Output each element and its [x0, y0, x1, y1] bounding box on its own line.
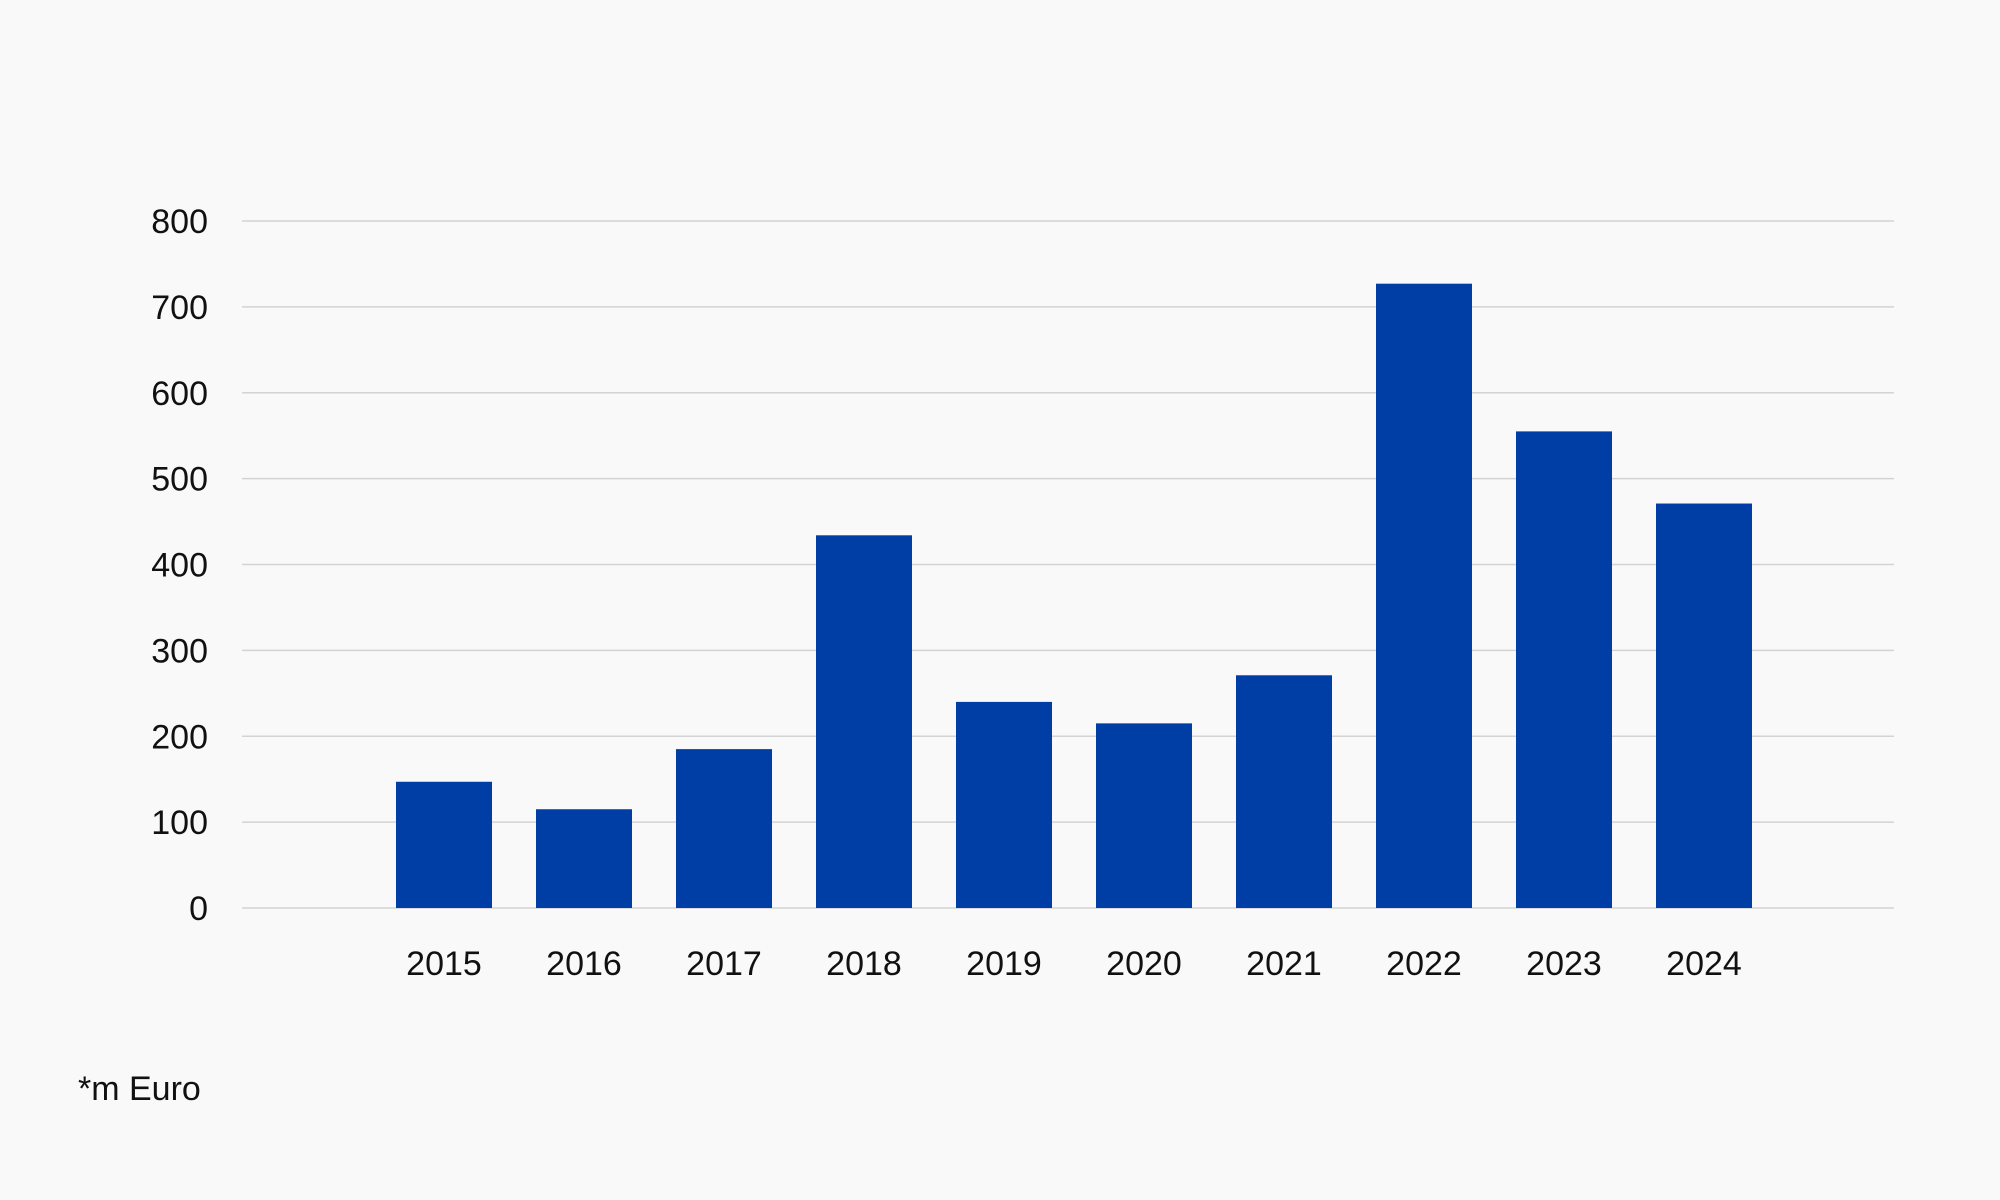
bar-2024	[1656, 503, 1752, 908]
y-tick-label: 700	[151, 289, 208, 327]
bar-2016	[536, 809, 632, 908]
bar-2019	[956, 701, 1052, 908]
bar-2017	[676, 749, 772, 908]
x-tick-label-2022: 2022	[1386, 945, 1462, 983]
y-tick-label: 500	[151, 461, 208, 499]
bars	[396, 283, 1752, 909]
y-tick-label: 100	[151, 804, 208, 842]
unit-footnote: *m Euro	[78, 1070, 201, 1108]
y-tick-label: 200	[151, 718, 208, 756]
x-tick-label-2023: 2023	[1526, 945, 1602, 983]
y-tick-label: 800	[151, 203, 208, 241]
bar-2018	[816, 535, 912, 908]
x-tick-label-2018: 2018	[826, 945, 902, 983]
grid-lines	[242, 220, 1894, 909]
y-tick-label: 600	[151, 375, 208, 413]
bar-2021	[1236, 675, 1332, 908]
y-tick-label: 0	[189, 890, 208, 928]
bar-2020	[1096, 723, 1192, 908]
bar-2023	[1516, 431, 1612, 908]
x-tick-label-2021: 2021	[1246, 945, 1322, 983]
x-tick-label-2016: 2016	[546, 945, 622, 983]
x-tick-label-2020: 2020	[1106, 945, 1182, 983]
bar-2015	[396, 781, 492, 908]
x-tick-label-2019: 2019	[966, 945, 1042, 983]
x-tick-label-2017: 2017	[686, 945, 762, 983]
bar-2022	[1376, 283, 1472, 909]
y-tick-label: 300	[151, 632, 208, 670]
x-tick-label-2024: 2024	[1666, 945, 1742, 983]
y-axis-tick-labels: 0 100 200 300 400 500 600 700 800	[151, 203, 208, 928]
y-tick-label: 400	[151, 547, 208, 585]
x-tick-label-2015: 2015	[406, 945, 482, 983]
x-axis-tick-labels: 2015 2016 2017 2018 2019 2020 2021 2022 2023 2024	[406, 945, 1742, 983]
